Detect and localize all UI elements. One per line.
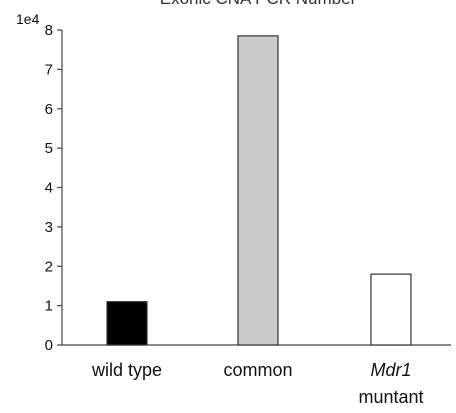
y-axis-exponent-label: 1e4: [16, 11, 40, 27]
y-tick-label: 6: [45, 101, 53, 118]
y-tick-label: 7: [45, 61, 53, 78]
x-category-label: common: [223, 360, 292, 380]
y-tick-label: 2: [45, 258, 53, 275]
chart-title: Exonic CNA PCR Number: [160, 0, 357, 8]
y-tick-label: 1: [45, 298, 53, 315]
bars-group: [106, 35, 412, 346]
y-axis-ticks: 0 1 2 3 4 5 6 7 8: [45, 22, 62, 354]
x-category-label: Mdr1: [370, 360, 411, 380]
bar: [106, 301, 148, 346]
y-tick-label: 3: [45, 219, 53, 236]
x-axis-labels: wild type common Mdr1 muntant: [91, 360, 424, 407]
y-tick-label: 4: [45, 180, 53, 197]
x-category-label-line2: muntant: [358, 387, 423, 407]
bar: [237, 35, 279, 346]
y-tick-label: 5: [45, 140, 53, 157]
bar: [370, 273, 412, 346]
y-tick-label: 8: [45, 22, 53, 39]
x-category-label: wild type: [91, 360, 162, 380]
y-tick-label: 0: [45, 337, 53, 354]
